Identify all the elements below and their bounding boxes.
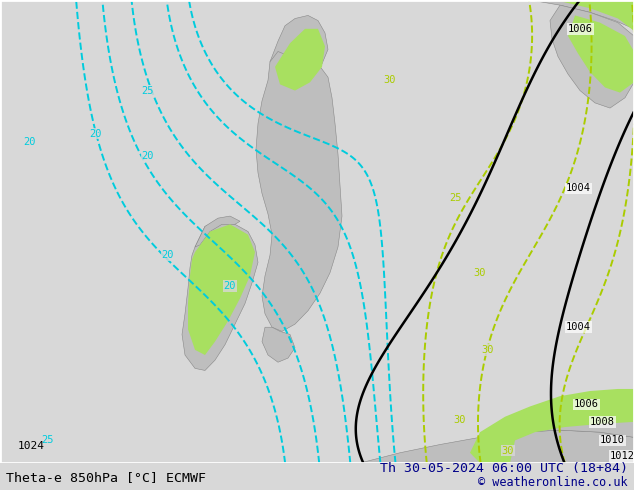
Text: 20: 20	[23, 137, 36, 147]
Polygon shape	[555, 0, 634, 31]
Text: © weatheronline.co.uk: © weatheronline.co.uk	[478, 476, 628, 489]
Text: 1012: 1012	[610, 451, 634, 461]
Text: 1006: 1006	[568, 24, 593, 34]
Polygon shape	[275, 29, 325, 91]
Polygon shape	[188, 224, 255, 355]
Polygon shape	[550, 5, 634, 108]
Text: 1008: 1008	[590, 417, 615, 427]
Text: 1024: 1024	[18, 441, 45, 451]
Text: 25: 25	[42, 436, 55, 445]
Polygon shape	[256, 51, 342, 331]
Polygon shape	[530, 0, 634, 29]
Polygon shape	[360, 430, 634, 463]
Text: 1006: 1006	[574, 399, 599, 410]
Polygon shape	[195, 216, 240, 247]
Polygon shape	[568, 15, 634, 93]
Text: 25: 25	[142, 86, 154, 96]
Polygon shape	[262, 327, 295, 362]
Text: Th 30-05-2024 06:00 UTC (18+84): Th 30-05-2024 06:00 UTC (18+84)	[380, 462, 628, 475]
Text: 1010: 1010	[600, 436, 625, 445]
Text: 20: 20	[224, 281, 236, 291]
Text: 30: 30	[474, 268, 486, 278]
Text: Theta-e 850hPa [°C] ECMWF: Theta-e 850hPa [°C] ECMWF	[6, 471, 206, 484]
Text: 20: 20	[142, 151, 154, 161]
Text: 30: 30	[454, 415, 466, 425]
Text: 25: 25	[449, 193, 462, 202]
Polygon shape	[480, 401, 634, 437]
Text: 30: 30	[501, 446, 514, 456]
Text: 30: 30	[482, 345, 495, 355]
Polygon shape	[470, 389, 634, 463]
Text: 1004: 1004	[566, 322, 591, 332]
Polygon shape	[182, 221, 258, 370]
Text: 1004: 1004	[566, 183, 591, 194]
Text: 20: 20	[162, 250, 174, 260]
Polygon shape	[270, 15, 328, 91]
Text: 30: 30	[384, 75, 396, 85]
Text: 20: 20	[89, 129, 101, 139]
